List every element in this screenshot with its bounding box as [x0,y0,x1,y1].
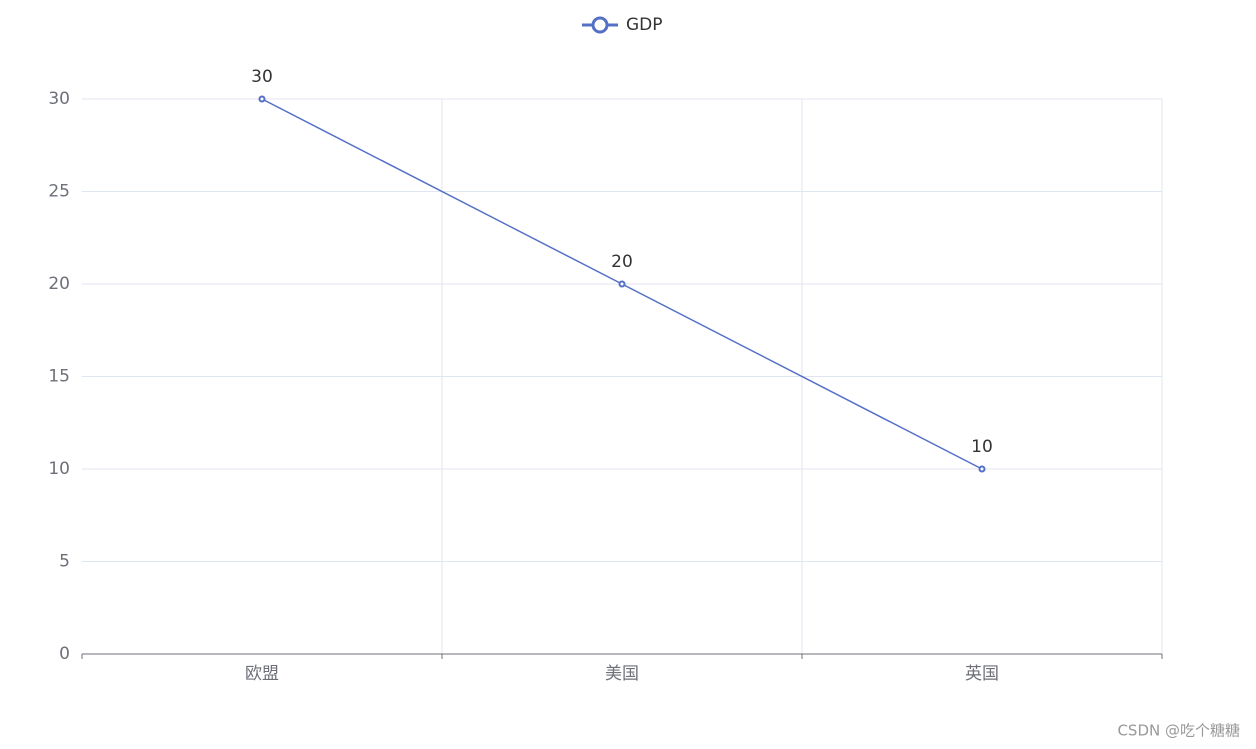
y-tick-label: 5 [59,552,70,572]
y-tick-label: 25 [48,182,70,202]
value-label: 10 [971,437,993,457]
x-tick-label: 英国 [965,664,999,684]
value-label: 20 [611,252,633,272]
point [618,280,626,288]
y-tick-label: 0 [59,644,70,664]
point [258,95,266,103]
watermark: CSDN @吃个糖糖 [1117,722,1240,740]
value-label: 30 [251,67,273,87]
y-tick-label: 30 [48,89,70,109]
y-tick-label: 15 [48,367,70,387]
y-tick-label: 10 [48,459,70,479]
y-tick-label: 20 [48,274,70,294]
x-tick-label: 美国 [605,664,639,684]
point [978,465,986,473]
x-tick-label: 欧盟 [245,664,279,684]
legend-label: GDP [626,15,663,35]
legend-marker [591,16,609,34]
